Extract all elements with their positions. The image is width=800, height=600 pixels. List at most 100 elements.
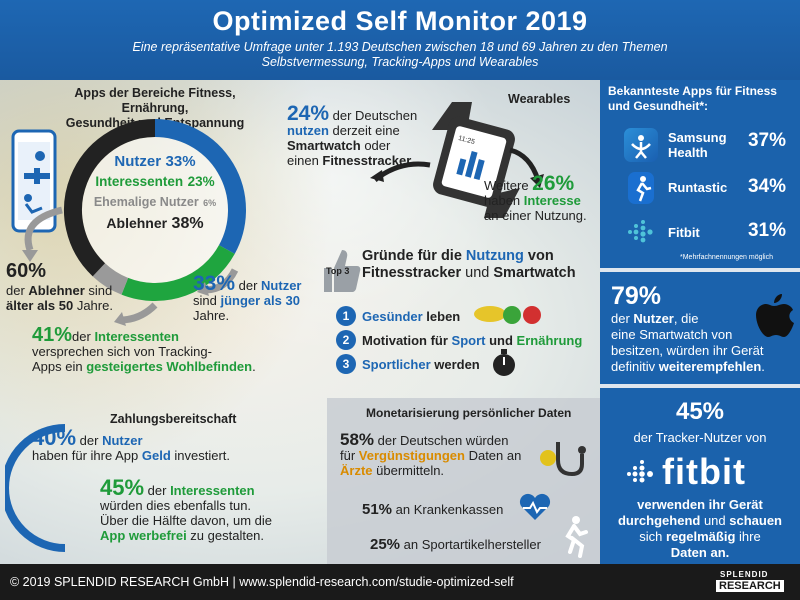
stopwatch-icon (493, 349, 515, 376)
runner-icon (565, 516, 588, 558)
header: Optimized Self Monitor 2019 Eine repräse… (0, 0, 800, 80)
donut-segment-interessenten (121, 244, 235, 301)
stat-45-line-4: App werbefrei zu gestalten. (100, 528, 265, 543)
stat-45-payment: 45% der Interessenten würden dies ebenfa… (100, 475, 330, 544)
reason-2-badge: 2 (336, 330, 356, 350)
stat-24-line-4: einen Fitnesstracker. (287, 153, 415, 168)
stat-58-line-2: für Vergünstigungen Daten an (340, 448, 522, 463)
stat-26-line-3: an einer Nutzung. (484, 208, 587, 223)
stat-60-value: 60% (6, 260, 47, 282)
thumbs-up-icon (324, 250, 361, 292)
stat-51-monetization: 51% an Krankenkassen (362, 501, 504, 518)
footer-logo-bottom: RESEARCH (716, 580, 784, 592)
app-name-samsung-health: Samsung Health (668, 130, 727, 160)
stat-45-line-1: 45% der Interessenten (100, 475, 255, 500)
subtitle-line-2: Selbstvermessung, Tracking-Apps und Wear… (261, 55, 539, 69)
app-row-fitbit: Fitbit 31% (610, 216, 792, 256)
stat-79-line-3: besitzen, würden ihr Gerät (611, 343, 764, 358)
app-name-fitbit: Fitbit (668, 225, 700, 240)
connector-arrows (22, 206, 239, 326)
stat-45-fitbit: 45% der Tracker-Nutzer von fitbit verwen… (600, 398, 800, 561)
stat-45-line-2: würden dies ebenfalls tun. (100, 498, 252, 513)
reasons-title: Gründe für die Nutzung von Fitnesstracke… (362, 248, 600, 282)
stat-79-value: 79% (611, 282, 662, 310)
top-apps-footnote: *Mehrfachnennungen möglich (680, 254, 774, 261)
footer-logo-top: SPLENDID (720, 570, 769, 579)
reason-3-badge: 3 (336, 354, 356, 374)
page-title: Optimized Self Monitor 2019 (212, 6, 588, 36)
donut-segment-ablehner (64, 119, 156, 277)
fruits-icon (474, 306, 541, 324)
donut-label-ehemalige: Ehemalige Nutzer 6% (93, 195, 217, 209)
stat-40-line-1: 40% der Nutzer (32, 425, 143, 450)
fitbit-logo-dots-icon (627, 460, 653, 483)
donut-segment-nutzer (154, 119, 246, 254)
stat-24-wearables: 24% der Deutschen nutzen derzeit eine Sm… (287, 102, 457, 168)
stat-25-monetization: 25% an Sportartikelhersteller (370, 536, 541, 553)
donut-label-ablehner: Ablehner 38% (106, 215, 204, 232)
stat-79-line-1: der Nutzer, die (611, 311, 699, 326)
donut-labels: Nutzer 33% Interessenten 23% Ehemalige N… (70, 152, 240, 234)
subtitle-line-1: Eine repräsentative Umfrage unter 1.193 … (132, 40, 668, 54)
stat-40-line-2: haben für ihre App Geld investiert. (32, 448, 231, 463)
top-apps-heading: Bekannteste Apps für Fitness und Gesundh… (608, 84, 777, 114)
stat-60-line-1: der Ablehner sind (6, 283, 113, 298)
right-column-divider (600, 384, 800, 388)
fitbit-stat-line-5: Daten an. (670, 545, 730, 560)
fitbit-stat-line-2: verwenden ihr Gerät (637, 497, 763, 512)
stat-60-line-2: älter als 50 Jahre. (6, 298, 113, 313)
stat-26-line-1: Weitere 26% (484, 172, 575, 195)
stat-33-line-2: sind jünger als 30 (193, 293, 300, 308)
fitbit-stat-line-1: der Tracker-Nutzer von (633, 430, 767, 445)
stat-26-wearables: Weitere 26% haben Interesse an einer Nut… (484, 172, 604, 223)
fitbit-logo: fitbit (600, 451, 800, 497)
top-apps-heading-line-2: und Gesundheit*: (608, 99, 708, 113)
app-name-runtastic: Runtastic (668, 180, 728, 195)
stat-33-nutzer: 33% der Nutzer sind jünger als 30 Jahre. (193, 273, 343, 323)
donut-label-interessenten: Interessenten 23% (95, 174, 215, 189)
app-pct-fitbit: 31% (747, 220, 786, 241)
reason-2-text: Motivation für Sport und Ernährung (362, 333, 583, 348)
monetization-heading: Monetarisierung persönlicher Daten (366, 406, 572, 420)
stat-24-line-2: nutzen derzeit eine (287, 123, 400, 138)
fitbit-stat-line-3: durchgehend und schauen (617, 513, 782, 528)
donut-center (82, 137, 228, 283)
apple-logo-icon (756, 294, 794, 337)
fitbit-stat-value: 45% (675, 398, 725, 425)
reason-3-text: Sportlicher werden (362, 357, 480, 372)
stat-40-payment: 40% der Nutzer haben für ihre App Geld i… (32, 425, 312, 464)
heart-icon (519, 493, 551, 520)
stat-24-line-3: Smartwatch oder (287, 138, 391, 153)
top3-badge: Top 3 (326, 266, 350, 276)
reason-1-badge: 1 (336, 306, 356, 326)
wearables-heading: Wearables (508, 92, 571, 106)
stat-26-line-2: haben Interesse (484, 193, 581, 208)
samsung-health-icon (624, 128, 658, 162)
reasons-title-line-2: Fitnesstracker und Smartwatch (362, 265, 576, 281)
stat-24-line-1: 24% der Deutschen (287, 102, 418, 125)
stat-41-line-2: versprechen sich von Tracking- (32, 344, 212, 359)
stat-58-line-3: Ärzte übermitteln. (340, 463, 445, 478)
stat-58-line-1: 58% der Deutschen würden (340, 430, 509, 449)
payment-heading: Zahlungsbereitschaft (110, 412, 237, 426)
apps-heading-line-1: Apps der Bereiche Fitness, Ernährung, (74, 86, 236, 115)
footer-text: © 2019 SPLENDID RESEARCH GmbH | www.sple… (10, 575, 514, 589)
app-row-runtastic: Runtastic 34% (610, 172, 792, 212)
stat-58-monetization: 58% der Deutschen würden für Vergünstigu… (340, 430, 540, 478)
wearable-arrows (370, 147, 544, 188)
right-column-divider (600, 268, 800, 272)
donut-segment-ehemalige-nutzer (92, 263, 129, 295)
app-pct-runtastic: 34% (747, 176, 786, 197)
smartphone-icon (11, 129, 57, 233)
reasons-title-line-1: Gründe für die Nutzung von (362, 248, 554, 264)
smartwatch-icon (432, 102, 520, 218)
footer: © 2019 SPLENDID RESEARCH GmbH | www.sple… (0, 564, 800, 600)
fitbit-logo-text: fitbit (662, 451, 746, 492)
stat-79-line-4: definitiv weiterempfehlen. (611, 359, 765, 374)
monetization-box (327, 398, 600, 564)
app-row-samsung-health: Samsung Health 37% (610, 126, 792, 166)
stat-60-ablehner: 60% der Ablehner sind älter als 50 Jahre… (6, 260, 156, 313)
runtastic-icon (628, 172, 654, 204)
stat-33-line-3: Jahre. (193, 308, 230, 323)
stat-41-line-1: 41%der Interessenten (32, 324, 179, 346)
